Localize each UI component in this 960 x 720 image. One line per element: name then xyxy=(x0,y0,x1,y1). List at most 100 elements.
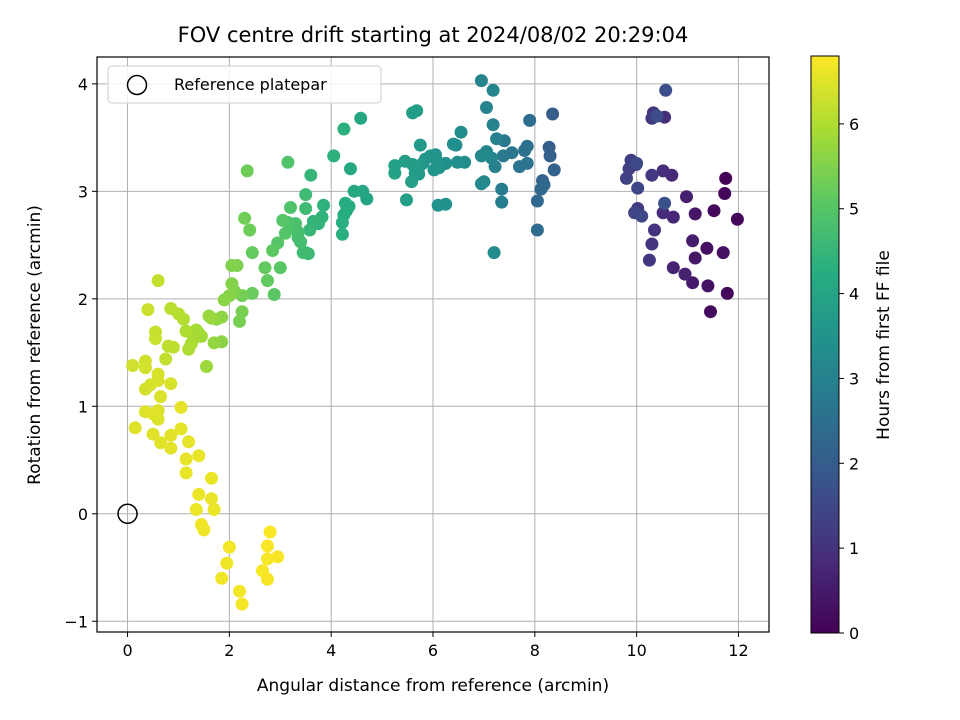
x-axis-label: Angular distance from reference (arcmin) xyxy=(257,676,609,696)
data-point xyxy=(164,377,178,391)
x-tick-label: 8 xyxy=(530,641,540,660)
data-point xyxy=(174,422,188,436)
colorbar-tick-label: 1 xyxy=(849,539,859,558)
data-point xyxy=(688,251,702,265)
data-point xyxy=(189,503,203,516)
data-point xyxy=(513,160,526,174)
data-point xyxy=(648,223,661,237)
data-point xyxy=(141,303,155,317)
data-point xyxy=(659,83,673,97)
data-point xyxy=(267,288,281,301)
data-point xyxy=(159,352,173,366)
x-tick-label: 6 xyxy=(428,641,438,660)
data-point xyxy=(354,111,368,125)
data-point xyxy=(284,201,297,214)
data-point xyxy=(716,246,730,260)
data-point xyxy=(258,261,272,275)
data-point xyxy=(547,163,561,177)
data-point xyxy=(666,261,680,275)
legend-label: Reference platepar xyxy=(174,75,327,94)
y-axis-label: Rotation from reference (arcmin) xyxy=(25,205,45,485)
data-point xyxy=(543,149,557,163)
data-point xyxy=(225,277,239,291)
data-point xyxy=(686,276,700,290)
chart-title: FOV centre drift starting at 2024/08/02 … xyxy=(178,23,689,47)
data-point xyxy=(474,177,488,191)
data-point xyxy=(518,144,532,157)
legend-marker xyxy=(126,74,148,96)
data-point xyxy=(701,279,715,293)
data-point xyxy=(215,571,229,585)
x-tick-label: 2 xyxy=(224,641,234,660)
data-point xyxy=(454,125,468,139)
data-point xyxy=(335,216,349,229)
legend-box xyxy=(107,65,382,104)
data-point xyxy=(182,435,196,449)
data-point xyxy=(344,162,357,176)
data-point xyxy=(138,361,152,375)
data-point xyxy=(192,449,206,463)
data-point xyxy=(347,184,361,198)
data-point xyxy=(154,436,168,450)
data-point xyxy=(450,155,464,169)
data-points xyxy=(126,74,744,611)
data-point xyxy=(207,336,221,350)
data-point xyxy=(704,305,717,319)
data-point xyxy=(243,223,257,237)
data-point xyxy=(261,539,274,553)
data-point xyxy=(151,274,165,288)
data-point xyxy=(182,342,196,356)
y-tick-label: −1 xyxy=(64,612,88,631)
data-point xyxy=(718,187,732,200)
data-point xyxy=(495,195,509,209)
data-point xyxy=(146,407,160,421)
data-point xyxy=(656,164,670,178)
y-tick-label: 3 xyxy=(78,182,88,201)
y-tick-label: 4 xyxy=(78,75,88,94)
data-point xyxy=(413,138,427,152)
reference-marker xyxy=(117,503,138,525)
legend: Reference platepar xyxy=(107,65,382,104)
data-point xyxy=(496,149,510,163)
data-point xyxy=(154,390,168,404)
data-point xyxy=(233,584,246,598)
data-point xyxy=(486,83,500,97)
data-point xyxy=(523,113,537,127)
data-point xyxy=(205,492,218,506)
y-tick-label: 0 xyxy=(78,505,88,524)
data-point xyxy=(128,421,142,435)
data-point xyxy=(327,149,341,163)
data-point xyxy=(222,540,236,554)
data-point xyxy=(299,202,313,215)
data-point xyxy=(151,374,165,387)
x-axis: 0 2 4 6 8 10 12 xyxy=(122,632,749,660)
data-point xyxy=(245,286,259,300)
data-point xyxy=(631,181,645,195)
data-point xyxy=(261,572,274,586)
data-point xyxy=(200,360,213,373)
data-point xyxy=(299,188,313,202)
data-point xyxy=(276,213,290,227)
data-point xyxy=(495,182,509,196)
data-point xyxy=(335,227,349,241)
data-point xyxy=(487,246,501,260)
y-tick-label: 1 xyxy=(78,397,88,416)
data-point xyxy=(233,314,246,328)
x-tick-label: 12 xyxy=(728,641,748,660)
data-point xyxy=(719,171,733,185)
data-point xyxy=(530,223,544,237)
data-point xyxy=(337,122,351,136)
data-point xyxy=(707,204,721,218)
colorbar: 0 1 2 3 4 5 6 Hours from first FF file xyxy=(810,55,894,643)
data-point xyxy=(271,550,285,564)
data-point xyxy=(261,274,274,288)
data-point xyxy=(304,168,318,182)
data-point xyxy=(405,175,419,189)
data-point xyxy=(700,241,714,255)
x-tick-label: 0 xyxy=(122,641,132,660)
data-point xyxy=(149,332,162,346)
data-point xyxy=(666,210,680,224)
data-point xyxy=(278,226,292,240)
data-point xyxy=(164,302,178,315)
data-point xyxy=(225,259,239,272)
